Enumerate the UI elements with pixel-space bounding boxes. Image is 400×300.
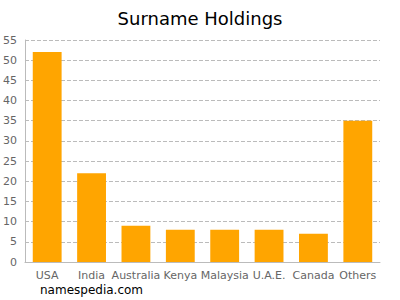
- svg-text:0: 0: [10, 256, 17, 269]
- svg-text:Malaysia: Malaysia: [201, 269, 249, 282]
- svg-text:India: India: [78, 269, 105, 282]
- svg-text:Surname Holdings: Surname Holdings: [118, 8, 283, 29]
- svg-text:Australia: Australia: [112, 269, 161, 282]
- svg-text:20: 20: [3, 175, 17, 188]
- svg-text:U.A.E.: U.A.E.: [253, 269, 286, 282]
- svg-text:namespedia.com: namespedia.com: [40, 283, 143, 297]
- svg-text:55: 55: [3, 34, 17, 47]
- svg-text:15: 15: [3, 195, 17, 208]
- svg-text:10: 10: [3, 215, 17, 228]
- svg-text:Canada: Canada: [293, 269, 335, 282]
- svg-text:25: 25: [3, 155, 17, 168]
- svg-text:35: 35: [3, 114, 17, 127]
- svg-text:USA: USA: [36, 269, 59, 282]
- svg-text:45: 45: [3, 74, 17, 87]
- svg-text:Kenya: Kenya: [163, 269, 197, 282]
- svg-text:50: 50: [3, 54, 17, 67]
- svg-text:30: 30: [3, 134, 17, 147]
- svg-text:40: 40: [3, 94, 17, 107]
- svg-text:5: 5: [10, 235, 17, 248]
- svg-text:Others: Others: [339, 269, 376, 282]
